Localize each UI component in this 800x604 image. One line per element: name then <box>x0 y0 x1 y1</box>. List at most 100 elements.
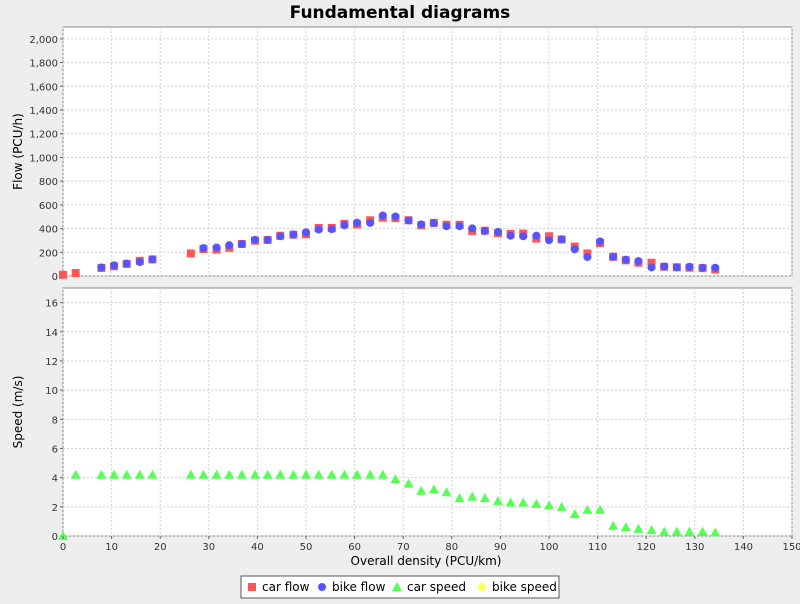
data-point <box>404 216 413 225</box>
panels-layer: 0 200 400 600 800 1,000 1,200 1,400 1,600 1,800 2,… <box>11 26 793 543</box>
data-point <box>250 235 259 244</box>
data-point <box>659 526 670 536</box>
data-point <box>480 226 489 235</box>
data-point <box>467 491 478 501</box>
y-tick-label: 16 <box>45 299 58 310</box>
data-point <box>609 252 618 261</box>
data-point <box>697 526 708 536</box>
data-point <box>519 232 528 241</box>
data-point <box>353 218 362 227</box>
y-tick-label: 2,000 <box>29 35 58 46</box>
data-point <box>647 258 656 267</box>
data-point <box>186 249 195 258</box>
x-tick-label: 140 <box>734 542 753 553</box>
data-point <box>224 469 235 479</box>
legend-item-bike-flow: bike flow <box>318 580 386 594</box>
data-point <box>621 255 630 264</box>
y-tick-label: 14 <box>45 328 58 339</box>
legend-swatch <box>248 583 256 591</box>
data-point <box>596 237 605 246</box>
y-tick-label: 4 <box>52 474 58 485</box>
legend-item-bike-speed: bike speed <box>477 580 557 594</box>
x-tick-label: 20 <box>154 542 167 553</box>
data-point <box>59 270 67 279</box>
data-point <box>148 255 157 264</box>
series-car-speed <box>58 469 721 540</box>
data-point <box>377 469 388 479</box>
y-tick-label: 800 <box>39 177 58 188</box>
data-point <box>634 257 643 266</box>
data-point <box>671 526 682 536</box>
data-point <box>672 263 681 272</box>
data-point <box>711 263 720 272</box>
y-tick-label: 200 <box>39 248 58 259</box>
y-tick-label: 6 <box>52 444 58 455</box>
data-point <box>289 230 298 239</box>
data-point <box>211 469 222 479</box>
data-point <box>352 469 363 479</box>
y-tick-label: 0 <box>52 532 58 543</box>
y-tick-label: 400 <box>39 225 58 236</box>
x-tick-label: 0 <box>60 542 66 553</box>
data-point <box>390 474 401 484</box>
data-point <box>199 244 208 253</box>
data-point <box>288 469 299 479</box>
x-tick-label: 120 <box>637 542 656 553</box>
x-tick-label: 40 <box>251 542 264 553</box>
data-point <box>518 497 529 507</box>
panel-1: 0 200 400 600 800 1,000 1,200 1,400 1,600 1,800 2,… <box>11 26 793 283</box>
data-point <box>595 504 606 514</box>
plot-area <box>62 26 793 277</box>
legend-item-car-speed: car speed <box>392 580 466 594</box>
data-point <box>97 263 106 272</box>
data-point <box>366 218 375 227</box>
data-point <box>505 497 516 507</box>
data-point <box>569 509 580 519</box>
data-point <box>121 469 132 479</box>
data-point <box>212 243 221 252</box>
data-point <box>225 241 234 250</box>
data-point <box>327 225 336 234</box>
data-point <box>109 469 120 479</box>
data-point <box>428 484 439 494</box>
data-point <box>302 228 310 237</box>
legend-item-car-flow: car flow <box>248 580 310 594</box>
data-point <box>96 469 107 479</box>
data-point <box>633 523 644 533</box>
data-point <box>134 469 145 479</box>
data-point <box>442 222 451 231</box>
data-point <box>545 236 553 245</box>
data-point <box>620 522 631 532</box>
panel-2: 0 2 4 6 8 10 12 14 16 Speed (m/s) <box>11 287 793 543</box>
legend-label: car speed <box>407 580 466 594</box>
data-point <box>479 493 490 503</box>
y-tick-label: 0 <box>52 272 58 283</box>
data-point <box>570 245 579 254</box>
y-tick-label: 10 <box>45 386 58 397</box>
data-point <box>135 258 144 267</box>
data-point <box>378 211 387 220</box>
data-point <box>647 263 656 272</box>
legend-label: bike speed <box>492 580 557 594</box>
legend-label: bike flow <box>332 580 386 594</box>
y-tick-label: 12 <box>45 357 58 368</box>
data-point <box>58 531 68 540</box>
series-bike-flow <box>97 211 720 272</box>
x-axis-layer: 0 10 20 30 40 50 60 70 80 90 100 110 120 130 140 150 <box>60 536 800 553</box>
data-point <box>660 262 669 271</box>
data-point <box>71 269 80 278</box>
x-tick-label: 10 <box>105 542 118 553</box>
data-point <box>685 262 694 271</box>
data-point <box>198 469 209 479</box>
data-point <box>441 487 452 497</box>
data-point <box>339 469 350 479</box>
data-point <box>416 485 427 495</box>
chart-title: Fundamental diagrams <box>290 3 511 23</box>
data-point <box>492 495 503 505</box>
data-point <box>544 500 554 510</box>
y-tick-label: 600 <box>39 201 58 212</box>
y-axis-label: Flow (PCU/h) <box>11 113 25 190</box>
data-point <box>582 504 593 514</box>
